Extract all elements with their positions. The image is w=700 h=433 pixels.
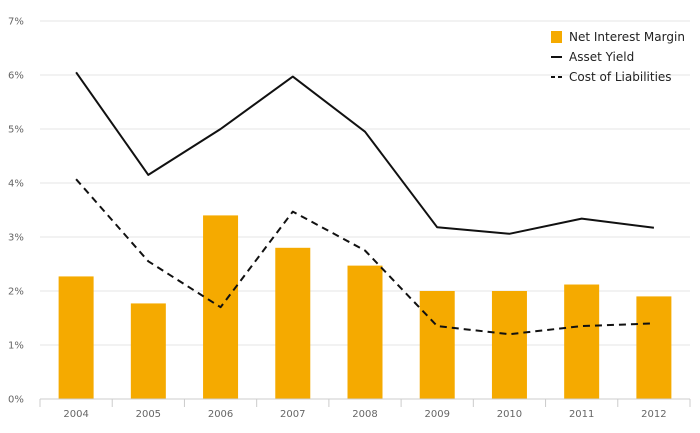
legend: Net Interest Margin Asset Yield Cost of Li…: [551, 30, 685, 84]
bar-net-interest-margin: [58, 276, 94, 399]
bar-net-interest-margin: [275, 247, 311, 399]
bar-net-interest-margin: [347, 265, 383, 399]
bar-series: [58, 215, 672, 399]
y-tick-label: 4%: [8, 179, 24, 190]
y-tick-label: 1%: [8, 341, 24, 352]
line-asset-yield: [75, 71, 655, 235]
x-tick-label: 2005: [136, 409, 161, 420]
x-tick-label: 2008: [352, 409, 377, 420]
bar-net-interest-margin: [491, 291, 527, 399]
bar-net-interest-margin: [419, 291, 455, 399]
gridlines: [40, 20, 690, 346]
bar-net-interest-margin: [130, 303, 166, 399]
bar-net-interest-margin: [564, 284, 600, 399]
line-series: [75, 71, 655, 336]
y-tick-label: 6%: [8, 71, 24, 82]
bar-net-interest-margin: [636, 296, 672, 399]
y-tick-label: 7%: [8, 17, 24, 28]
x-tick-label: 2004: [63, 409, 88, 420]
y-tick-label: 3%: [8, 233, 24, 244]
y-tick-label: 2%: [8, 287, 24, 298]
y-axis-ticks: 0% 1% 2% 3% 4% 5% 6% 7%: [8, 17, 24, 406]
line-cost-of-liabilities: [75, 178, 654, 336]
y-tick-label: 5%: [8, 125, 24, 136]
legend-swatch-net-interest-margin: [551, 31, 562, 43]
legend-label-net-interest-margin: Net Interest Margin: [569, 30, 685, 44]
x-axis: 2004 2005 2006 2007 2008 2009 2010 2011 2012: [39, 398, 691, 420]
x-tick-label: 2010: [497, 409, 522, 420]
legend-label-asset-yield: Asset Yield: [569, 50, 634, 64]
y-tick-label: 0%: [8, 395, 24, 406]
x-tick-label: 2011: [569, 409, 594, 420]
x-tick-label: 2009: [424, 409, 449, 420]
x-tick-label: 2007: [280, 409, 305, 420]
x-tick-label: 2006: [208, 409, 233, 420]
legend-label-cost-of-liabilities: Cost of Liabilities: [569, 70, 672, 84]
x-tick-label: 2012: [641, 409, 666, 420]
